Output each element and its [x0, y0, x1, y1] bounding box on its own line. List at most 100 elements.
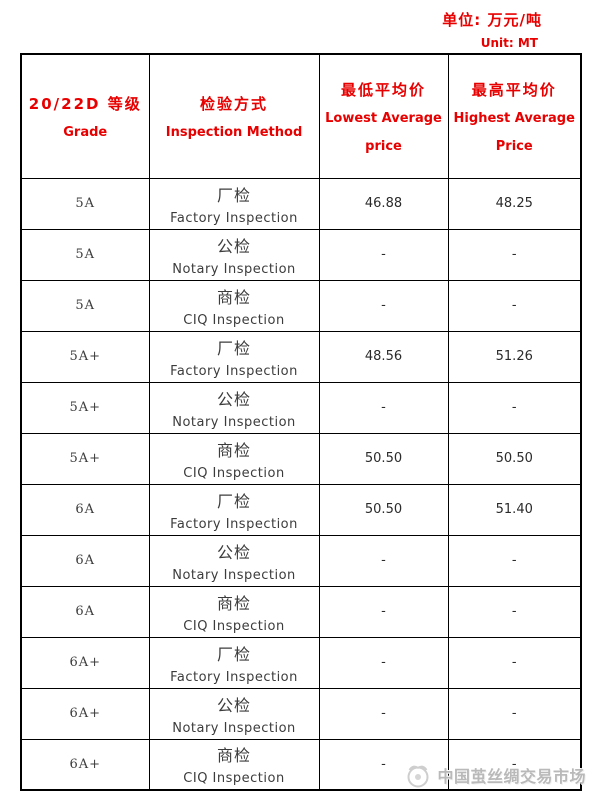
- header-lowest-price-en2: price: [365, 138, 402, 154]
- grade-cell: 5A: [75, 247, 96, 262]
- unit-label-en: Unit: MT: [480, 36, 538, 50]
- table-row: 5A 公检 Notary Inspection - -: [20, 228, 582, 281]
- method-td: 厂检 Factory Inspection: [148, 483, 320, 536]
- lowest-price-td: -: [318, 534, 449, 587]
- highest-price-td: 51.26: [447, 330, 582, 383]
- silk-price-table: 20/22D 等级 Grade 检验方式 Inspection Method 最…: [20, 53, 582, 791]
- highest-price-td: 48.25: [447, 177, 582, 230]
- lowest-price-td: -: [318, 381, 449, 434]
- grade-td: 5A+: [20, 381, 150, 434]
- header-grade: 20/22D 等级 Grade: [20, 53, 150, 179]
- grade-cell: 6A: [75, 604, 96, 619]
- table-row: 5A 厂检 Factory Inspection 46.88 48.25: [20, 177, 582, 230]
- lowest-price-td: -: [318, 585, 449, 638]
- highest-price-td: 51.40: [447, 483, 582, 536]
- method-en: Factory Inspection: [170, 516, 298, 532]
- grade-cell: 6A: [75, 502, 96, 517]
- header-inspection-method: 检验方式 Inspection Method: [148, 53, 320, 179]
- grade-td: 5A: [20, 279, 150, 332]
- method-en: Factory Inspection: [170, 210, 298, 226]
- method-td: 公检 Notary Inspection: [148, 381, 320, 434]
- header-inspection-method-zh: 检验方式: [199, 94, 268, 113]
- grade-cell: 5A: [75, 298, 96, 313]
- grade-cell: 5A+: [69, 349, 102, 364]
- highest-price-cell: -: [511, 247, 517, 262]
- method-en: Factory Inspection: [170, 363, 298, 379]
- lowest-price-td: -: [318, 738, 449, 791]
- lowest-price-td: -: [318, 279, 449, 332]
- method-en: CIQ Inspection: [183, 771, 285, 787]
- grade-td: 5A+: [20, 330, 150, 383]
- method-td: 公检 Notary Inspection: [148, 534, 320, 587]
- grade-cell: 6A+: [69, 655, 102, 670]
- method-zh: 公检: [216, 695, 251, 715]
- method-en: Notary Inspection: [172, 567, 296, 583]
- method-zh: 公检: [216, 236, 251, 256]
- method-td: 商检 CIQ Inspection: [148, 738, 320, 791]
- highest-price-td: -: [447, 585, 582, 638]
- highest-price-cell: 50.50: [495, 451, 533, 466]
- lowest-price-td: 50.50: [318, 483, 449, 536]
- highest-price-td: -: [447, 381, 582, 434]
- highest-price-cell: -: [511, 400, 517, 415]
- unit-label-zh: 单位: 万元/吨: [442, 11, 542, 29]
- market-logo-icon: [404, 761, 432, 789]
- method-td: 公检 Notary Inspection: [148, 687, 320, 740]
- grade-cell: 5A+: [69, 451, 102, 466]
- lowest-price-cell: -: [381, 655, 386, 670]
- method-zh: 商检: [216, 593, 251, 613]
- method-zh: 商检: [216, 440, 251, 460]
- table-row: 5A+ 厂检 Factory Inspection 48.56 51.26: [20, 330, 582, 383]
- grade-td: 6A: [20, 483, 150, 536]
- method-zh: 厂检: [216, 491, 251, 511]
- header-highest-price-zh: 最高平均价: [471, 80, 557, 99]
- header-inspection-method-en: Inspection Method: [165, 124, 303, 140]
- highest-price-td: 50.50: [447, 432, 582, 485]
- method-zh: 厂检: [216, 644, 251, 664]
- table-row: 6A+ 公检 Notary Inspection - -: [20, 687, 582, 740]
- highest-price-td: -: [447, 534, 582, 587]
- table-row: 6A+ 厂检 Factory Inspection - -: [20, 636, 582, 689]
- method-en: Notary Inspection: [172, 720, 296, 736]
- table-row: 6A 公检 Notary Inspection - -: [20, 534, 582, 587]
- lowest-price-cell: -: [381, 706, 386, 721]
- grade-td: 6A+: [20, 636, 150, 689]
- watermark: 中国茧丝绸交易市场: [404, 761, 586, 789]
- table-row: 6A 厂检 Factory Inspection 50.50 51.40: [20, 483, 582, 536]
- method-zh: 商检: [216, 746, 251, 766]
- table-row: 5A+ 商检 CIQ Inspection 50.50 50.50: [20, 432, 582, 485]
- highest-price-td: -: [447, 636, 582, 689]
- lowest-price-cell: 46.88: [364, 196, 403, 211]
- header-grade-en: Grade: [63, 124, 108, 140]
- method-zh: 厂检: [216, 338, 251, 358]
- method-en: Factory Inspection: [170, 669, 298, 685]
- method-td: 厂检 Factory Inspection: [148, 330, 320, 383]
- grade-td: 6A: [20, 585, 150, 638]
- highest-price-cell: -: [511, 655, 517, 670]
- lowest-price-td: -: [318, 687, 449, 740]
- highest-price-td: -: [447, 738, 582, 791]
- highest-price-cell: 48.25: [495, 196, 533, 211]
- method-td: 厂检 Factory Inspection: [148, 636, 320, 689]
- highest-price-cell: -: [511, 553, 517, 568]
- lowest-price-cell: -: [381, 400, 386, 415]
- header-row: 20/22D 等级 Grade 检验方式 Inspection Method 最…: [20, 53, 582, 179]
- lowest-price-td: 46.88: [318, 177, 449, 230]
- highest-price-cell: -: [511, 604, 517, 619]
- method-en: Notary Inspection: [172, 261, 296, 277]
- grade-td: 5A+: [20, 432, 150, 485]
- grade-cell: 5A+: [69, 400, 102, 415]
- grade-td: 5A: [20, 228, 150, 281]
- highest-price-cell: -: [511, 298, 517, 313]
- grade-cell: 6A+: [69, 756, 102, 772]
- header-lowest-price: 最低平均价 Lowest Average price: [318, 53, 449, 179]
- lowest-price-cell: -: [381, 604, 386, 619]
- header-grade-zh: 20/22D 等级: [28, 94, 142, 113]
- grade-cell: 6A: [75, 553, 96, 568]
- lowest-price-cell: 50.50: [364, 451, 403, 466]
- table-row: 6A 商检 CIQ Inspection - -: [20, 585, 582, 638]
- method-td: 公检 Notary Inspection: [148, 228, 320, 281]
- lowest-price-cell: -: [381, 247, 386, 262]
- grade-td: 6A+: [20, 687, 150, 740]
